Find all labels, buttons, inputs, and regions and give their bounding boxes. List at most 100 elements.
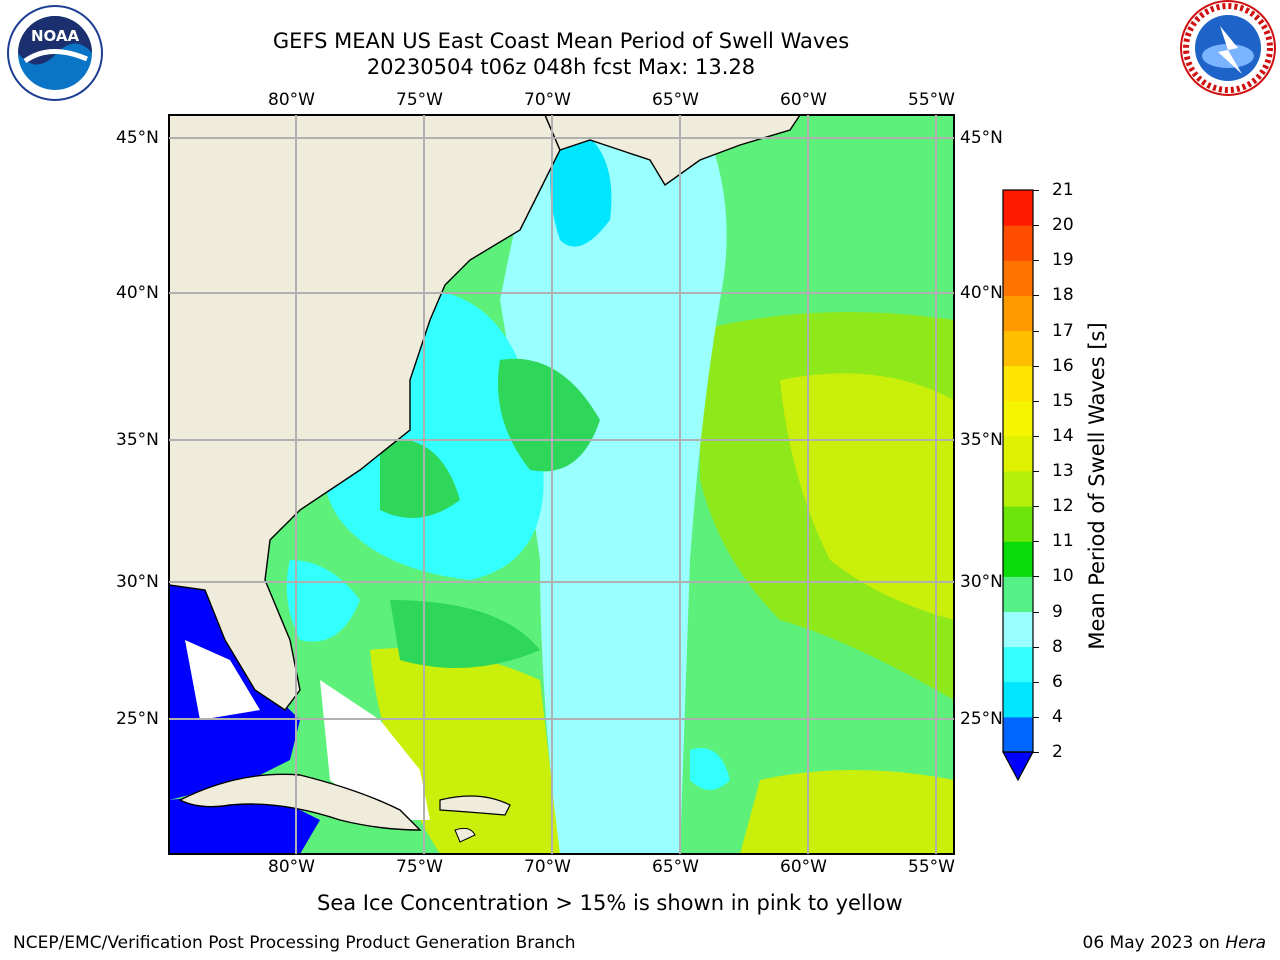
colorbar-segment	[1003, 576, 1033, 612]
swell-region-gulf-maine	[550, 120, 612, 247]
map-frame	[168, 114, 955, 855]
sea-ice-note: Sea Ice Concentration > 15% is shown in …	[317, 891, 903, 915]
colorbar-segment	[1003, 681, 1033, 718]
colorbar-tick	[1033, 260, 1039, 262]
colorbar-segment	[1003, 435, 1033, 472]
swell-region-hatteras-green	[380, 438, 460, 518]
colorbar-tick	[1033, 752, 1039, 753]
lat-label-left: 30°N	[116, 572, 159, 592]
colorbar-segment	[1003, 190, 1033, 226]
colorbar-segment	[1003, 330, 1033, 367]
lon-label-top: 65°W	[652, 90, 699, 110]
lon-label-bottom: 70°W	[524, 857, 571, 877]
colorbar-segment	[1003, 400, 1033, 437]
colorbar-tick	[1033, 646, 1039, 648]
colorbar-tick	[1033, 330, 1039, 332]
colorbar-tick	[1033, 225, 1039, 227]
lat-label-right: 35°N	[960, 430, 1003, 450]
lon-label-bottom: 55°W	[908, 857, 955, 877]
north-america-land	[169, 115, 561, 711]
colorbar-tick-label: 11	[1052, 531, 1074, 552]
lat-label-right: 45°N	[960, 128, 1003, 148]
colorbar	[1001, 189, 1035, 782]
lon-label-bottom: 65°W	[652, 857, 699, 877]
swell-region-coastal-low	[324, 290, 544, 580]
lon-label-top: 55°W	[908, 90, 955, 110]
graticule	[169, 115, 954, 854]
colorbar-tick-label: 9	[1052, 601, 1063, 622]
colorbar-tick-label: 17	[1052, 320, 1074, 341]
colorbar-segment	[1003, 506, 1033, 542]
colorbar-tick	[1033, 400, 1039, 402]
lon-label-top: 60°W	[780, 90, 827, 110]
colorbar-segment	[1003, 541, 1033, 577]
lon-label-top: 80°W	[268, 90, 315, 110]
footer-date-text: 06 May 2023 on	[1082, 933, 1226, 953]
colorbar-tick-label: 8	[1052, 636, 1063, 657]
lon-label-bottom: 75°W	[396, 857, 443, 877]
bahamas-shallows	[320, 680, 430, 820]
colorbar-segment	[1003, 646, 1033, 683]
colorbar-segment	[1003, 716, 1033, 753]
colorbar-tick	[1033, 681, 1039, 683]
colorbar-tick	[1033, 471, 1039, 472]
colorbar-tick-label: 13	[1052, 461, 1074, 481]
nws-logo	[1178, 0, 1278, 98]
lat-label-right: 40°N	[960, 283, 1003, 303]
swell-region-puerto-rico-low	[690, 748, 730, 790]
colorbar-label: Mean Period of Swell Waves [s]	[1085, 322, 1109, 650]
colorbar-tick	[1033, 365, 1039, 367]
lat-label-left: 40°N	[116, 283, 159, 303]
colorbar-tick-label: 6	[1052, 671, 1063, 692]
colorbar-tick	[1033, 611, 1039, 613]
swell-region-central-green	[498, 358, 600, 472]
lon-label-top: 75°W	[396, 90, 443, 110]
footer-host: Hera	[1225, 933, 1266, 953]
colorbar-tick-label: 15	[1052, 390, 1074, 411]
colorbar-tick-label: 2	[1052, 742, 1063, 762]
colorbar-tick-label: 14	[1052, 425, 1074, 446]
colorbar-segment	[1003, 471, 1033, 507]
cuba-land	[178, 773, 422, 831]
colorbar-tick-label: 10	[1052, 566, 1074, 587]
colorbar-tick-label: 12	[1052, 496, 1074, 517]
lat-label-left: 45°N	[116, 128, 159, 148]
map-title: GEFS MEAN US East Coast Mean Period of S…	[272, 29, 850, 53]
swell-region-high-southeast	[740, 770, 954, 854]
lon-label-top: 70°W	[524, 90, 571, 110]
colorbar-tick-label: 20	[1052, 215, 1074, 236]
swell-region-central-low	[500, 115, 727, 854]
colorbar-tick	[1033, 716, 1039, 718]
swell-region-bahamas-green	[390, 600, 540, 668]
colorbar-segment	[1003, 295, 1033, 331]
map-subtitle: 20230504 t06z 048h fcst Max: 13.28	[366, 55, 756, 79]
colorbar-tick	[1033, 506, 1039, 508]
lat-label-right: 30°N	[960, 572, 1003, 592]
colorbar-tick	[1033, 541, 1039, 543]
colorbar-tick	[1033, 190, 1039, 191]
colorbar-segment	[1003, 365, 1033, 402]
lat-label-right: 25°N	[960, 709, 1003, 729]
colorbar-tick	[1033, 295, 1039, 297]
lon-label-bottom: 80°W	[268, 857, 315, 877]
lat-label-left: 35°N	[116, 430, 159, 450]
colorbar-segment	[1003, 225, 1033, 261]
colorbar-tick	[1033, 576, 1039, 578]
noaa-logo: NOAA	[5, 3, 105, 103]
footer-producer: NCEP/EMC/Verification Post Processing Pr…	[13, 933, 576, 953]
colorbar-segment	[1003, 260, 1033, 296]
colorbar-tick	[1033, 435, 1039, 437]
lat-label-left: 25°N	[116, 709, 159, 729]
swell-region-high-east	[780, 373, 954, 620]
colorbar-segment	[1003, 611, 1033, 648]
svg-text:NOAA: NOAA	[31, 27, 80, 45]
colorbar-tick-label: 21	[1052, 180, 1074, 200]
swell-region-florida-low	[286, 560, 360, 642]
colorbar-tick-label: 19	[1052, 250, 1074, 271]
colorbar-tick-label: 16	[1052, 355, 1074, 376]
footer-date: 06 May 2023 on Hera	[1083, 933, 1267, 953]
lon-label-bottom: 60°W	[780, 857, 827, 877]
colorbar-tick-label: 4	[1052, 706, 1063, 727]
colorbar-tick-label: 18	[1052, 285, 1074, 306]
